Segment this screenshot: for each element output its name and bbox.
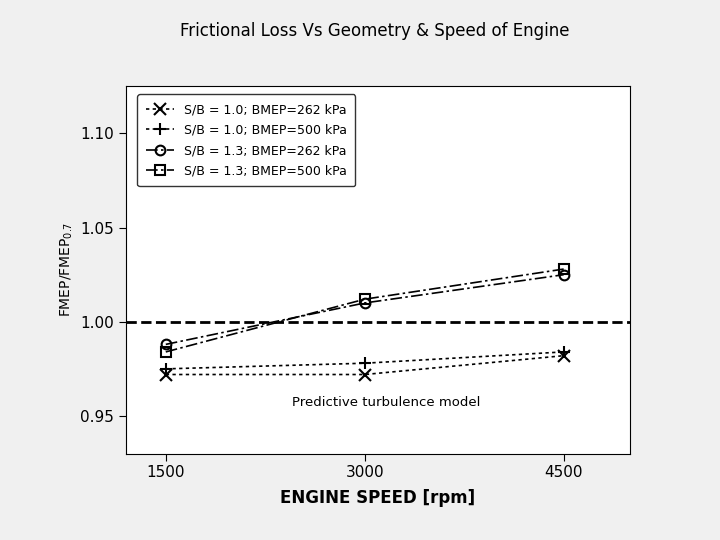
Legend: S/B = 1.0; BMEP=262 kPa, S/B = 1.0; BMEP=500 kPa, S/B = 1.3; BMEP=262 kPa, S/B =: S/B = 1.0; BMEP=262 kPa, S/B = 1.0; BMEP… [138, 94, 355, 186]
Text: Predictive turbulence model: Predictive turbulence model [292, 396, 481, 409]
Text: Frictional Loss Vs Geometry & Speed of Engine: Frictional Loss Vs Geometry & Speed of E… [180, 22, 569, 39]
Y-axis label: FMEP/FMEP$_{0.7}$: FMEP/FMEP$_{0.7}$ [58, 222, 75, 318]
X-axis label: ENGINE SPEED [rpm]: ENGINE SPEED [rpm] [280, 489, 476, 507]
